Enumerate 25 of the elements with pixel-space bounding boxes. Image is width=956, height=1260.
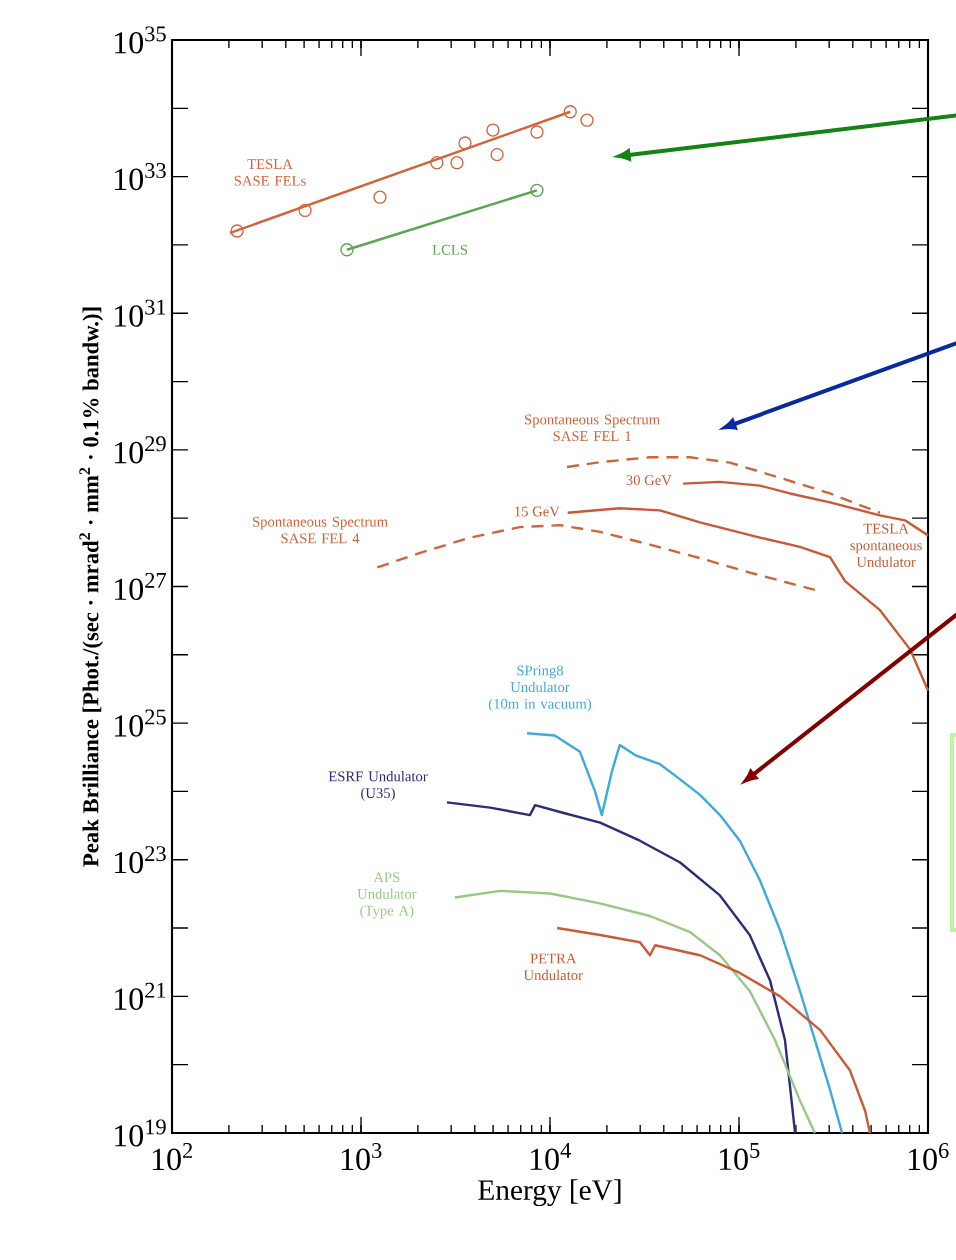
text: SPring8 Undulator (10m in vacuum) <box>488 665 592 712</box>
series-label: TESLA SASE FELs <box>234 159 306 186</box>
series-label: ESRF Undulator (U35) <box>328 771 428 801</box>
annotation: TESLA spontaneous Undulator <box>850 523 922 567</box>
text: APS Undulator (Type A) <box>357 872 417 919</box>
x-axis-title: Energy [eV] <box>478 1179 621 1207</box>
y-tick-label: 10$^{25}$ <box>115 709 166 737</box>
series-label: 15 GeV <box>515 506 560 517</box>
y-tick-label: 10$^{21}$ <box>115 982 166 1010</box>
y-tick-label: 10$^{23}$ <box>115 846 166 874</box>
y-tick-label: 10$^{29}$ <box>115 436 166 464</box>
y-tick-label: 10$^{31}$ <box>115 299 166 327</box>
y-axis-title: Peak Brilliance [Phot./(sec · mrad$^{2}$ · mm$^{2}$ · 0.1% bandw.)] <box>79 307 104 867</box>
y-tick-label: 10$^{27}$ <box>115 572 166 601</box>
y-tick-label: 10$^{35}$ <box>115 26 166 54</box>
x-tick-label: 10$^{5}$ <box>719 1143 760 1171</box>
series-label: 30 GeV <box>626 475 672 486</box>
series-label: LCLS <box>432 244 468 255</box>
y-tick-label: 10$^{33}$ <box>115 163 166 191</box>
series-label: Spontaneous Spectrum SASE FEL 4 <box>252 516 388 544</box>
x-tick-label: 10$^{3}$ <box>341 1143 382 1171</box>
x-tick-label: 10$^{4}$ <box>530 1143 571 1171</box>
series-label: Spontaneous Spectrum SASE FEL 1 <box>525 414 660 442</box>
series-label: PETRA Undulator <box>523 953 583 981</box>
x-tick-label: 10$^{6}$ <box>908 1143 949 1171</box>
